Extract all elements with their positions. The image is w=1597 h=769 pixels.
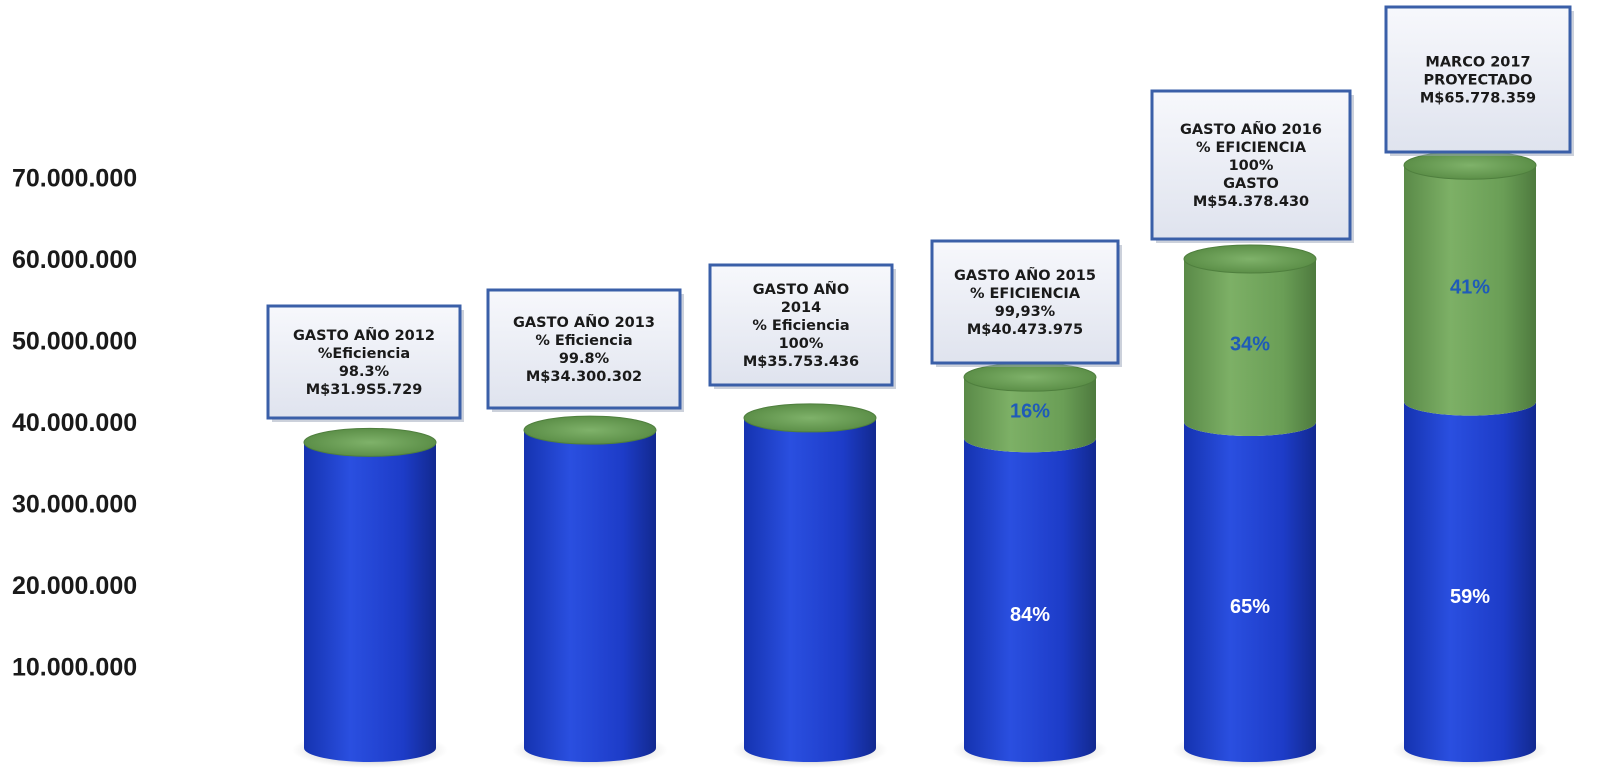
callout-line: M$31.9S5.729 — [306, 382, 423, 398]
bar-base-segment — [964, 438, 1096, 762]
callout-line: GASTO AÑO 2015 — [954, 267, 1096, 284]
callout-line: % Eficiencia — [752, 318, 849, 334]
bar-cylinder: 65% 34% — [1172, 244, 1328, 768]
bar-top-segment — [1404, 165, 1536, 416]
bar-cylinder: 59% 41% — [1392, 150, 1548, 768]
callout-line: MARCO 2017 — [1425, 55, 1530, 71]
bar-top-cap — [1183, 244, 1317, 274]
bar-base-segment — [1404, 401, 1536, 762]
annotation-callout: GASTO AÑO 2014 % Eficiencia 100% M$35.753.43… — [708, 263, 896, 389]
annotation-callout: GASTO AÑO 2015 % EFICIENCIA 99,93% M$40.473… — [930, 239, 1122, 367]
callout-line: 100% — [779, 336, 824, 352]
callout-line: PROYECTADO — [1424, 73, 1533, 89]
top-percent-label: 34% — [1230, 334, 1270, 356]
callout-line: % EFICIENCIA — [970, 286, 1081, 302]
callout-line: GASTO AÑO 2016 — [1180, 121, 1322, 138]
annotation-callout: MARCO 2017 PROYECTADO M$65.778.359 — [1384, 5, 1574, 156]
annotation-callout: GASTO AÑO 2013 % Eficiencia 99.8% M$34.300.… — [486, 288, 684, 412]
bar-cylinder: 84% 16% — [952, 362, 1108, 768]
y-tick-label: 20.000.000 — [12, 572, 137, 600]
callout-line: 99,93% — [995, 304, 1056, 320]
y-tick-label: 60.000.000 — [12, 246, 137, 274]
callout-line: M$54.378.430 — [1193, 194, 1309, 210]
callout-line: % Eficiencia — [535, 333, 632, 349]
bar-cylinder — [732, 403, 888, 768]
bar-top-cap — [963, 362, 1097, 392]
callout-box — [486, 288, 682, 410]
bar-cylinder — [292, 427, 448, 768]
y-tick-label: 10.000.000 — [12, 654, 137, 682]
base-percent-label: 59% — [1450, 586, 1490, 608]
top-percent-label: 41% — [1450, 276, 1490, 298]
callout-box — [930, 239, 1120, 365]
callouts: GASTO AÑO 2012 %Eficiencia 98.3% M$31.9S5.7… — [266, 5, 1574, 422]
bar-cylinder — [512, 415, 668, 768]
bar-base-segment — [304, 442, 436, 762]
bar-top-segment — [1184, 259, 1316, 436]
callout-line: 98.3% — [339, 364, 390, 380]
callout-line: % EFICIENCIA — [1196, 140, 1307, 156]
bar-base-segment — [744, 417, 876, 762]
callout-line: 2014 — [781, 300, 821, 316]
callout-line: GASTO AÑO 2012 — [293, 327, 435, 344]
bar-top-cap — [743, 403, 877, 433]
bars: 84% 16% 65% 34% 59% 41% — [292, 150, 1548, 768]
y-axis: 10.000.000 20.000.000 30.000.000 40.000.000… — [12, 165, 137, 682]
top-percent-label: 16% — [1010, 401, 1050, 423]
callout-line: M$65.778.359 — [1420, 91, 1536, 107]
bar-top-cap — [523, 415, 657, 445]
y-tick-label: 40.000.000 — [12, 409, 137, 437]
bar-top-segment — [964, 377, 1096, 453]
callout-box — [708, 263, 894, 387]
annotation-callout: GASTO AÑO 2016 % EFICIENCIA 100% GASTO M$54.… — [1150, 89, 1354, 243]
bar-base-segment — [524, 430, 656, 762]
callout-box — [1384, 5, 1572, 154]
callout-line: M$34.300.302 — [526, 369, 642, 385]
y-tick-label: 30.000.000 — [12, 491, 137, 519]
base-percent-label: 65% — [1230, 596, 1270, 618]
bar-top-cap — [303, 427, 437, 457]
callout-line: 100% — [1229, 158, 1274, 174]
callout-line: 99.8% — [559, 351, 610, 367]
callout-line: M$40.473.975 — [967, 322, 1083, 338]
callout-box — [1150, 89, 1352, 241]
annotation-callout: GASTO AÑO 2012 %Eficiencia 98.3% M$31.9S5.7… — [266, 304, 464, 422]
callout-line: %Eficiencia — [318, 346, 410, 362]
callout-line: GASTO — [1223, 176, 1279, 192]
callout-box — [266, 304, 462, 420]
callout-line: GASTO AÑO 2013 — [513, 314, 655, 331]
callout-line: GASTO AÑO — [753, 281, 850, 298]
y-tick-label: 70.000.000 — [12, 165, 137, 193]
base-percent-label: 84% — [1010, 604, 1050, 626]
callout-line: M$35.753.436 — [743, 354, 859, 370]
bar-base-segment — [1184, 422, 1316, 762]
y-tick-label: 50.000.000 — [12, 328, 137, 356]
